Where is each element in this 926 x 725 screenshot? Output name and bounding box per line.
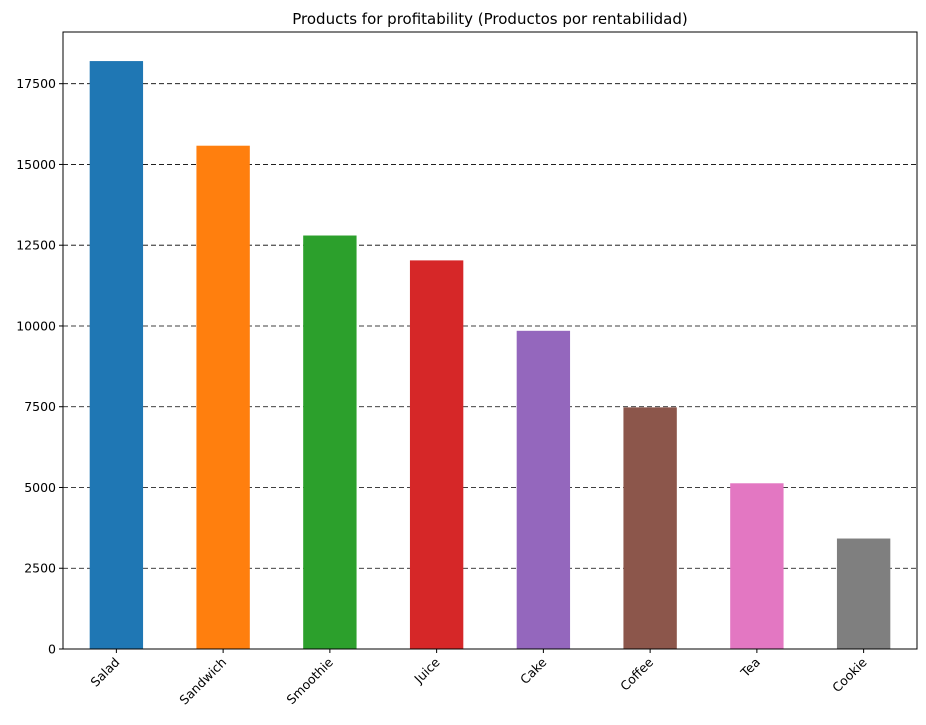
x-tick-label: Tea bbox=[737, 655, 763, 681]
bar-coffee bbox=[623, 407, 677, 649]
x-tick-label: Cake bbox=[517, 654, 550, 687]
y-tick-label: 15000 bbox=[16, 157, 56, 172]
chart-title: Products for profitability (Productos po… bbox=[292, 10, 688, 28]
bar-cookie bbox=[836, 538, 891, 649]
x-tick-label: Cookie bbox=[829, 654, 870, 695]
bars bbox=[89, 61, 891, 649]
y-tick-label: 17500 bbox=[16, 76, 56, 91]
y-tick-label: 10000 bbox=[16, 318, 56, 333]
bar-smoothie bbox=[303, 235, 357, 649]
y-tick-label: 2500 bbox=[24, 561, 56, 576]
x-tick-label: Sandwich bbox=[176, 655, 229, 708]
bar-salad bbox=[89, 61, 144, 649]
x-tick-label: Juice bbox=[410, 654, 442, 686]
bar-tea bbox=[730, 483, 784, 649]
gridlines bbox=[63, 83, 917, 569]
bar-sandwich bbox=[196, 145, 250, 649]
y-tick-label: 0 bbox=[48, 642, 56, 657]
y-tick-label: 7500 bbox=[24, 399, 56, 414]
x-axis: Salad Sandwich Smoothie Juice Cake Coffee Tea C… bbox=[87, 649, 870, 708]
x-tick-label: Salad bbox=[87, 655, 122, 690]
y-axis: 0 2500 5000 7500 10000 12500 15000 17500 bbox=[16, 76, 63, 657]
plot-area-frame bbox=[62, 31, 918, 650]
x-tick-label: Smoothie bbox=[283, 654, 336, 707]
bar-cake bbox=[516, 330, 571, 649]
bar-juice bbox=[409, 260, 464, 649]
y-tick-label: 12500 bbox=[16, 238, 56, 253]
y-tick-label: 5000 bbox=[24, 480, 56, 495]
x-tick-label: Coffee bbox=[617, 654, 656, 693]
